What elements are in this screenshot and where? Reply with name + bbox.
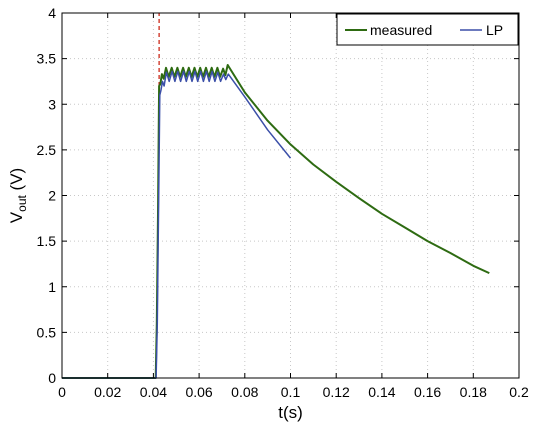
x-tick-label: 0.1 xyxy=(281,384,301,400)
x-tick-labels: 0 0.02 0.04 0.06 0.08 0.1 0.12 0.14 0.16 0.18 0.2 xyxy=(58,384,529,400)
y-tick-labels: 0 0.5 1 1.5 2 2.5 3 3.5 4 xyxy=(37,5,57,386)
series-line-lp xyxy=(62,70,292,379)
x-tick-label: 0.04 xyxy=(140,384,167,400)
y-tick-label: 4 xyxy=(48,5,56,21)
series-lines xyxy=(62,64,490,379)
y-tick-label: 1.5 xyxy=(37,233,57,249)
y-tick-label: 2 xyxy=(48,188,56,204)
y-tick-label: 3.5 xyxy=(37,51,57,67)
y-axis-label-unit: (V) xyxy=(7,168,26,195)
x-axis-label: t(s) xyxy=(278,403,303,422)
y-tick-label: 1 xyxy=(48,279,56,295)
y-tick-label: 0 xyxy=(48,370,56,386)
x-tick-label: 0.12 xyxy=(323,384,350,400)
y-axis-label-main: V xyxy=(7,211,26,223)
legend-label-measured: measured xyxy=(370,22,432,38)
x-tick-label: 0.14 xyxy=(368,384,395,400)
x-tick-label: 0.06 xyxy=(185,384,212,400)
x-tick-label: 0.2 xyxy=(509,384,529,400)
x-tick-label: 0 xyxy=(58,384,66,400)
grid-lines xyxy=(61,12,520,379)
series-line-measured xyxy=(62,64,490,379)
x-tick-label: 0.18 xyxy=(460,384,487,400)
y-tick-label: 0.5 xyxy=(37,324,57,340)
legend-label-lp: LP xyxy=(486,22,503,38)
x-tick-label: 0.02 xyxy=(94,384,121,400)
x-tick-label: 0.16 xyxy=(414,384,441,400)
legend: measured LP xyxy=(336,13,519,46)
legend-box xyxy=(336,13,519,46)
y-axis-label: Vout (V) xyxy=(7,168,29,223)
x-tick-label: 0.08 xyxy=(231,384,258,400)
y-tick-label: 3 xyxy=(48,96,56,112)
y-axis-label-subscript: out xyxy=(15,195,29,212)
y-tick-label: 2.5 xyxy=(37,142,57,158)
